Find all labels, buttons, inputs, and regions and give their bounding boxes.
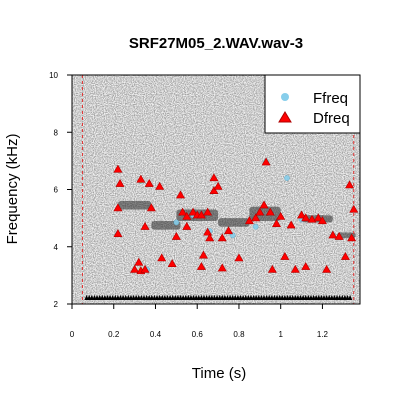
legend-ffreq-marker	[281, 93, 289, 101]
y-tick-label: 2	[54, 300, 59, 309]
energy-band	[218, 218, 250, 227]
dfreq-point	[328, 230, 338, 239]
dfreq-point	[196, 261, 206, 270]
dfreq-point	[144, 178, 154, 187]
y-tick-label: 6	[54, 186, 59, 195]
y-tick-label: 8	[54, 128, 59, 137]
x-tick-label: 0.6	[192, 330, 204, 339]
chart-title: SRF27M05_2.WAV.wav-3	[129, 35, 303, 52]
dfreq-point	[157, 253, 167, 262]
dfreq-point	[267, 264, 277, 273]
dfreq-point	[297, 210, 307, 219]
dfreq-point	[182, 221, 192, 230]
dfreq-point	[196, 210, 206, 219]
baseline-marker	[347, 294, 353, 300]
dfreq-point	[130, 264, 140, 273]
dfreq-point	[217, 263, 227, 272]
dfreq-point	[251, 213, 261, 222]
dfreq-point	[276, 211, 286, 220]
legend: Ffreq Dfreq	[264, 74, 361, 134]
x-axis: 0 0.2 0.4 0.6 0.8 1 1.2	[70, 304, 329, 339]
dfreq-point	[272, 219, 282, 227]
dfreq-point	[265, 207, 275, 216]
dfreq-point	[171, 231, 181, 240]
legend-dfreq-label: Dfreq	[313, 110, 350, 127]
x-tick-label: 1	[278, 330, 283, 339]
dfreq-point	[255, 207, 265, 216]
ffreq-point	[284, 175, 290, 181]
ffreq-point	[173, 219, 180, 226]
dfreq-point	[134, 257, 144, 266]
baseline-markers	[84, 294, 353, 300]
dfreq-point	[307, 214, 317, 223]
dfreq-point	[113, 229, 123, 237]
dfreq-point	[261, 157, 271, 166]
x-tick-label: 0.2	[108, 330, 120, 339]
x-axis-label: Time (s)	[192, 365, 246, 382]
energy-band	[151, 220, 181, 230]
dfreq-point	[209, 186, 219, 195]
dfreq-point	[349, 204, 359, 213]
y-tick-label: 4	[54, 243, 59, 252]
dfreq-point	[334, 231, 344, 240]
dfreq-point	[182, 211, 192, 220]
dfreq-point	[115, 178, 125, 187]
legend-ffreq-label: Ffreq	[313, 90, 348, 107]
dfreq-point	[244, 216, 254, 225]
dfreq-point	[113, 203, 123, 212]
dfreq-point	[203, 207, 213, 216]
dfreq-point	[213, 181, 223, 190]
dfreq-point	[113, 164, 123, 173]
legend-box	[264, 74, 361, 134]
dfreq-point	[205, 233, 215, 242]
dfreq-point	[140, 264, 150, 273]
dfreq-point	[224, 226, 234, 235]
x-tick-label: 0	[70, 330, 75, 339]
dfreq-point	[301, 261, 311, 270]
dfreq-point	[345, 180, 355, 189]
dfreq-point	[290, 264, 300, 273]
dfreq-point	[234, 253, 244, 262]
dfreq-point	[178, 207, 188, 216]
ffreq-point	[252, 223, 259, 230]
x-tick-label: 0.8	[233, 330, 245, 339]
dfreq-point	[146, 203, 156, 212]
dfreq-point	[167, 259, 177, 268]
energy-band	[117, 200, 152, 210]
y-axis: 2 4 6 8 10	[49, 71, 72, 309]
dfreq-point	[301, 213, 311, 222]
dfreq-point	[140, 221, 150, 230]
dfreq-point	[209, 173, 219, 182]
dfreq-point	[217, 233, 227, 242]
dfreq-series	[113, 157, 359, 275]
dfreq-point	[203, 227, 213, 236]
x-tick-label: 0.4	[150, 330, 162, 339]
dfreq-point	[198, 250, 208, 259]
dfreq-point	[347, 233, 357, 242]
dfreq-point	[317, 216, 327, 225]
dfreq-point	[286, 220, 296, 229]
x-tick-label: 1.2	[317, 330, 329, 339]
dfreq-point	[136, 174, 146, 183]
dfreq-point	[259, 200, 269, 209]
dfreq-point	[280, 251, 290, 260]
dfreq-point	[340, 251, 350, 260]
dfreq-point	[313, 213, 323, 222]
dfreq-point	[322, 264, 332, 273]
legend-dfreq-marker	[278, 111, 292, 123]
dfreq-point	[155, 181, 165, 190]
y-axis-label: Frequency (kHz)	[4, 134, 21, 245]
dfreq-point	[176, 190, 186, 199]
dfreq-point	[188, 207, 198, 216]
y-tick-label: 10	[49, 71, 58, 80]
